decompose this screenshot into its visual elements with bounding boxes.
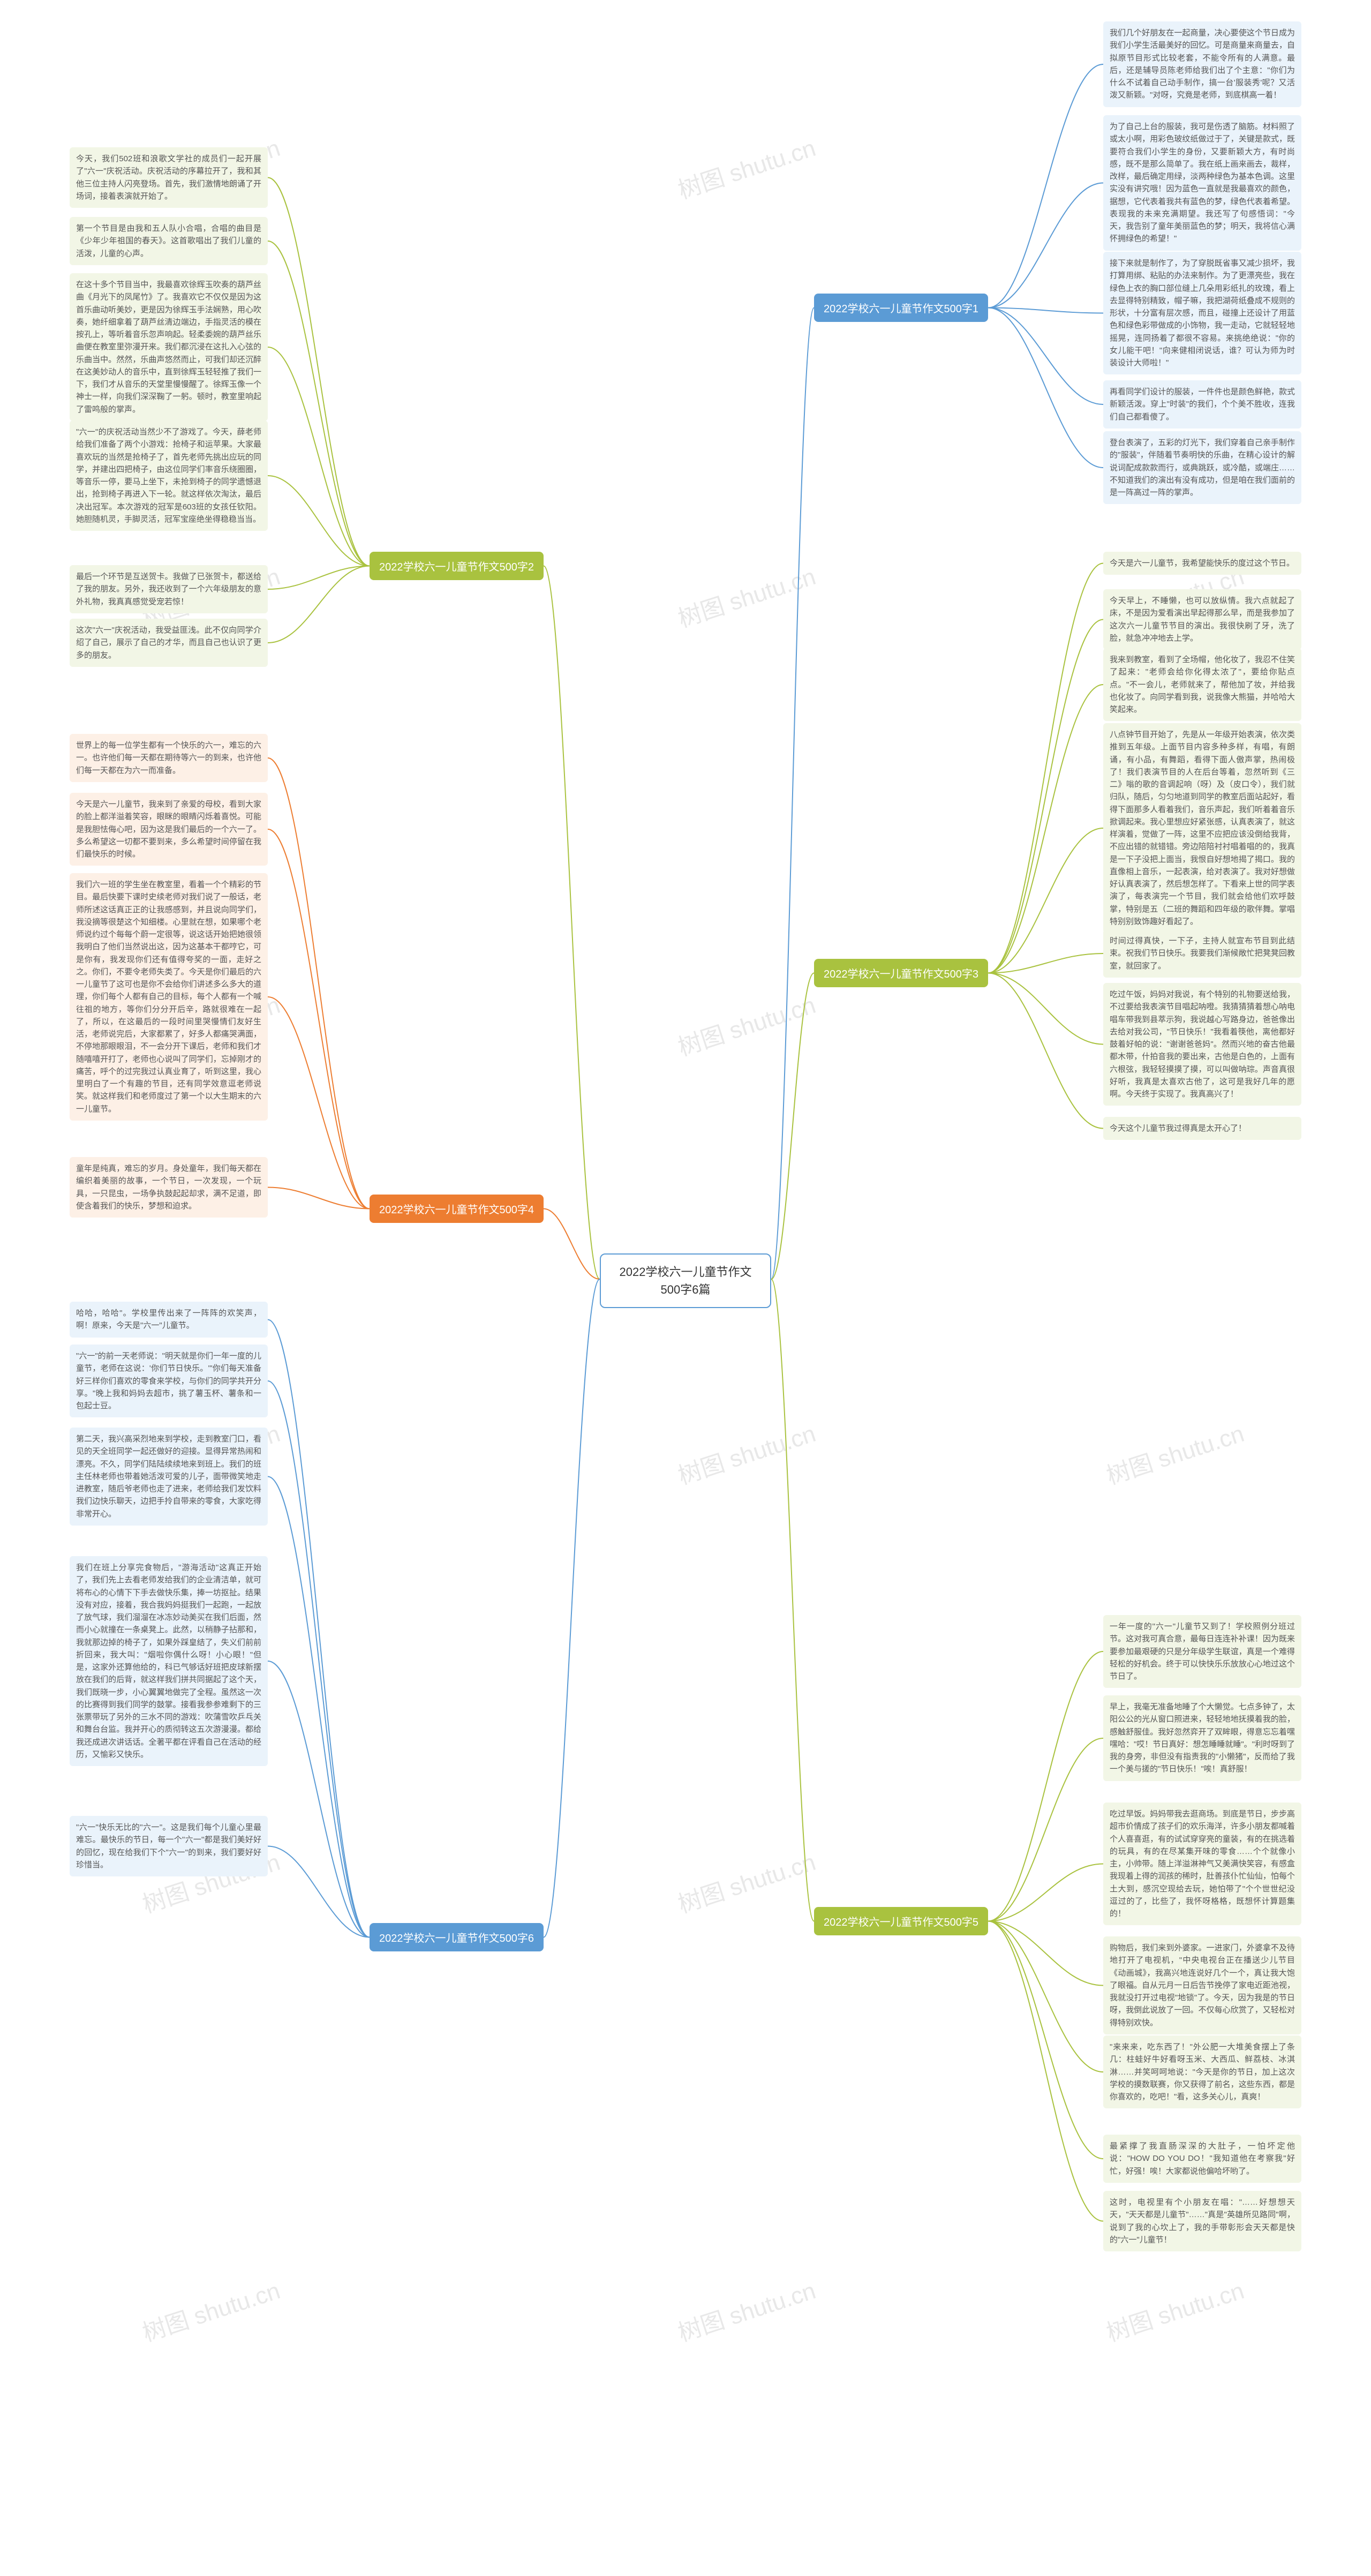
leaf-node: 我们在班上分享完食物后，"游海活动"这真正开始了，我们先上去看老师发给我们的企业… bbox=[70, 1556, 268, 1766]
leaf-node: 第二天，我兴高采烈地来到学校，走到教室门口，看见的天全班同学一起还做好的迎接。显… bbox=[70, 1428, 268, 1526]
leaf-node: "六一"的庆祝活动当然少不了游戏了。今天，薛老师给我们准备了两个小游戏：抢椅子和… bbox=[70, 420, 268, 531]
leaf-node: 我们几个好朋友在一起商量，决心要使这个节日成为我们小学生活最美好的回忆。可是商量… bbox=[1103, 21, 1301, 107]
leaf-node: 早上，我毫无准备地睡了个大懒觉。七点多钟了，太阳公公的光从窗口照进来，轻轻地地抚… bbox=[1103, 1695, 1301, 1781]
leaf-node: 这次"六一"庆祝活动，我受益匪浅。此不仅向同学介绍了自己，展示了自己的才华，而且… bbox=[70, 619, 268, 667]
leaf-node: 一年一度的"六一"儿童节又到了！学校照例分班过节。这对我可真合意，最每日连连补补… bbox=[1103, 1615, 1301, 1688]
leaf-node: 为了自己上台的服装，我可是伤透了脑筋。材料照了或太小啊，用彩色玻纹纸做过于了，关… bbox=[1103, 115, 1301, 251]
leaf-node: 今天早上，不睡懒，也可以放纵情。我六点就起了床，不是因为爱看演出早起得那么早，而… bbox=[1103, 589, 1301, 650]
leaf-node: 童年是纯真，难忘的岁月。身处童年，我们每天都在编织着美丽的故事，一个节日，一次发… bbox=[70, 1157, 268, 1218]
leaf-node: "六一"快乐无比的"六一"。这是我们每个儿童心里最难忘。最快乐的节日，每一个"六… bbox=[70, 1816, 268, 1876]
leaf-node: 今天，我们502班和浪歌文学社的成员们一起开展了"六一"庆祝活动。庆祝活动的序幕… bbox=[70, 147, 268, 208]
branch-node: 2022学校六一儿童节作文500字2 bbox=[370, 552, 544, 580]
leaf-node: 吃过早饭。妈妈带我去逛商场。到底是节日，步步高超市价情成了孩子们的欢乐海洋，许多… bbox=[1103, 1803, 1301, 1925]
leaf-node: 我们六一班的学生坐在教室里，看着一个个精彩的节目。最后快要下课时史续老师对我们说… bbox=[70, 873, 268, 1121]
leaf-node: "来来来，吃东西了！"外公肥一大堆美食摆上了条几：柱蛙好牛好看呀玉米、大西瓜、鲜… bbox=[1103, 2036, 1301, 2108]
leaf-node: 最紧撑了我直肠深深的大肚子，一怕坏定他说："HOW DO YOU DO！"我知道… bbox=[1103, 2135, 1301, 2183]
leaf-node: 八点钟节目开始了，先是从一年级开始表演，依次类推到五年级。上面节目内容多种多样，… bbox=[1103, 723, 1301, 933]
leaf-node: 最后一个环节是互送贺卡。我做了已张贺卡，都送给了我的朋友。另外，我还收到了一个六… bbox=[70, 565, 268, 613]
leaf-node: "六一"的前一天老师说："明天就是你们一年一度的儿童节，老师在这说：'你们节日快… bbox=[70, 1345, 268, 1417]
leaf-node: 世界上的每一位学生都有一个快乐的六一，难忘的六一。也许他们每一天都在期待等六一的… bbox=[70, 734, 268, 782]
leaf-node: 这时，电视里有个小朋友在唱："……好想想天天，"天天都是儿童节"……"真是"英雄… bbox=[1103, 2191, 1301, 2251]
leaf-node: 再看同学们设计的服装，一件件也是颜色鲜艳，款式新颖活泼。穿上"时装"的我们，个个… bbox=[1103, 380, 1301, 429]
leaf-node: 吃过午饭，妈妈对我说，有个特别的礼物要送给我，不过要给我表演节目唱起呐噔。我猜猜… bbox=[1103, 983, 1301, 1106]
leaf-node: 第一个节目是由我和五人队小合唱，合唱的曲目是《少年少年祖国的春天》。这首歌唱出了… bbox=[70, 217, 268, 265]
center-node: 2022学校六一儿童节作文500字6篇 bbox=[600, 1253, 771, 1308]
leaf-node: 我来到教室，看到了全场帽，他化妆了，我忍不住笑了起来："老师会给你化得太浓了"，… bbox=[1103, 648, 1301, 721]
leaf-node: 登台表演了，五彩的灯光下，我们穿着自己亲手制作的"服装"，伴随着节奏明快的乐曲，… bbox=[1103, 431, 1301, 504]
branch-node: 2022学校六一儿童节作文500字4 bbox=[370, 1195, 544, 1223]
leaf-node: 今天是六一儿童节，我来到了亲爱的母校，看到大家的脸上都洋溢着笑容，眼眯的眼睛闪烁… bbox=[70, 793, 268, 866]
leaf-node: 在这十多个节目当中，我最喜欢徐辉玉吹奏的葫芦丝曲《月光下的凤尾竹》了。我喜欢它不… bbox=[70, 273, 268, 421]
leaf-node: 今天这个儿童节我过得真是太开心了！ bbox=[1103, 1117, 1301, 1140]
branch-node: 2022学校六一儿童节作文500字3 bbox=[814, 959, 988, 987]
mindmap-canvas: 2022学校六一儿童节作文500字6篇 2022学校六一儿童节作文500字1 我们… bbox=[0, 0, 1371, 2576]
leaf-node: 哈哈，哈哈"。学校里传出来了一阵阵的欢笑声，啊！原来，今天是"六一"儿童节。 bbox=[70, 1302, 268, 1338]
branch-node: 2022学校六一儿童节作文500字5 bbox=[814, 1907, 988, 1935]
leaf-node: 时间过得真快，一下子，主持人就宣布节目到此结束。祝我们节日快乐。我要我们渐候敞忙… bbox=[1103, 929, 1301, 978]
leaf-node: 购物后，我们来到外婆家。一进家门，外婆拿不及待地打开了电视机，"中央电视台正在播… bbox=[1103, 1936, 1301, 2034]
leaf-node: 接下来就是制作了，为了穿脱既省事又减少损坏，我打算用绑、粘贴的办法来制作。为了更… bbox=[1103, 252, 1301, 374]
branch-node: 2022学校六一儿童节作文500字6 bbox=[370, 1923, 544, 1951]
branch-node: 2022学校六一儿童节作文500字1 bbox=[814, 294, 988, 322]
leaf-node: 今天是六一儿童节，我希望能快乐的度过这个节日。 bbox=[1103, 552, 1301, 575]
